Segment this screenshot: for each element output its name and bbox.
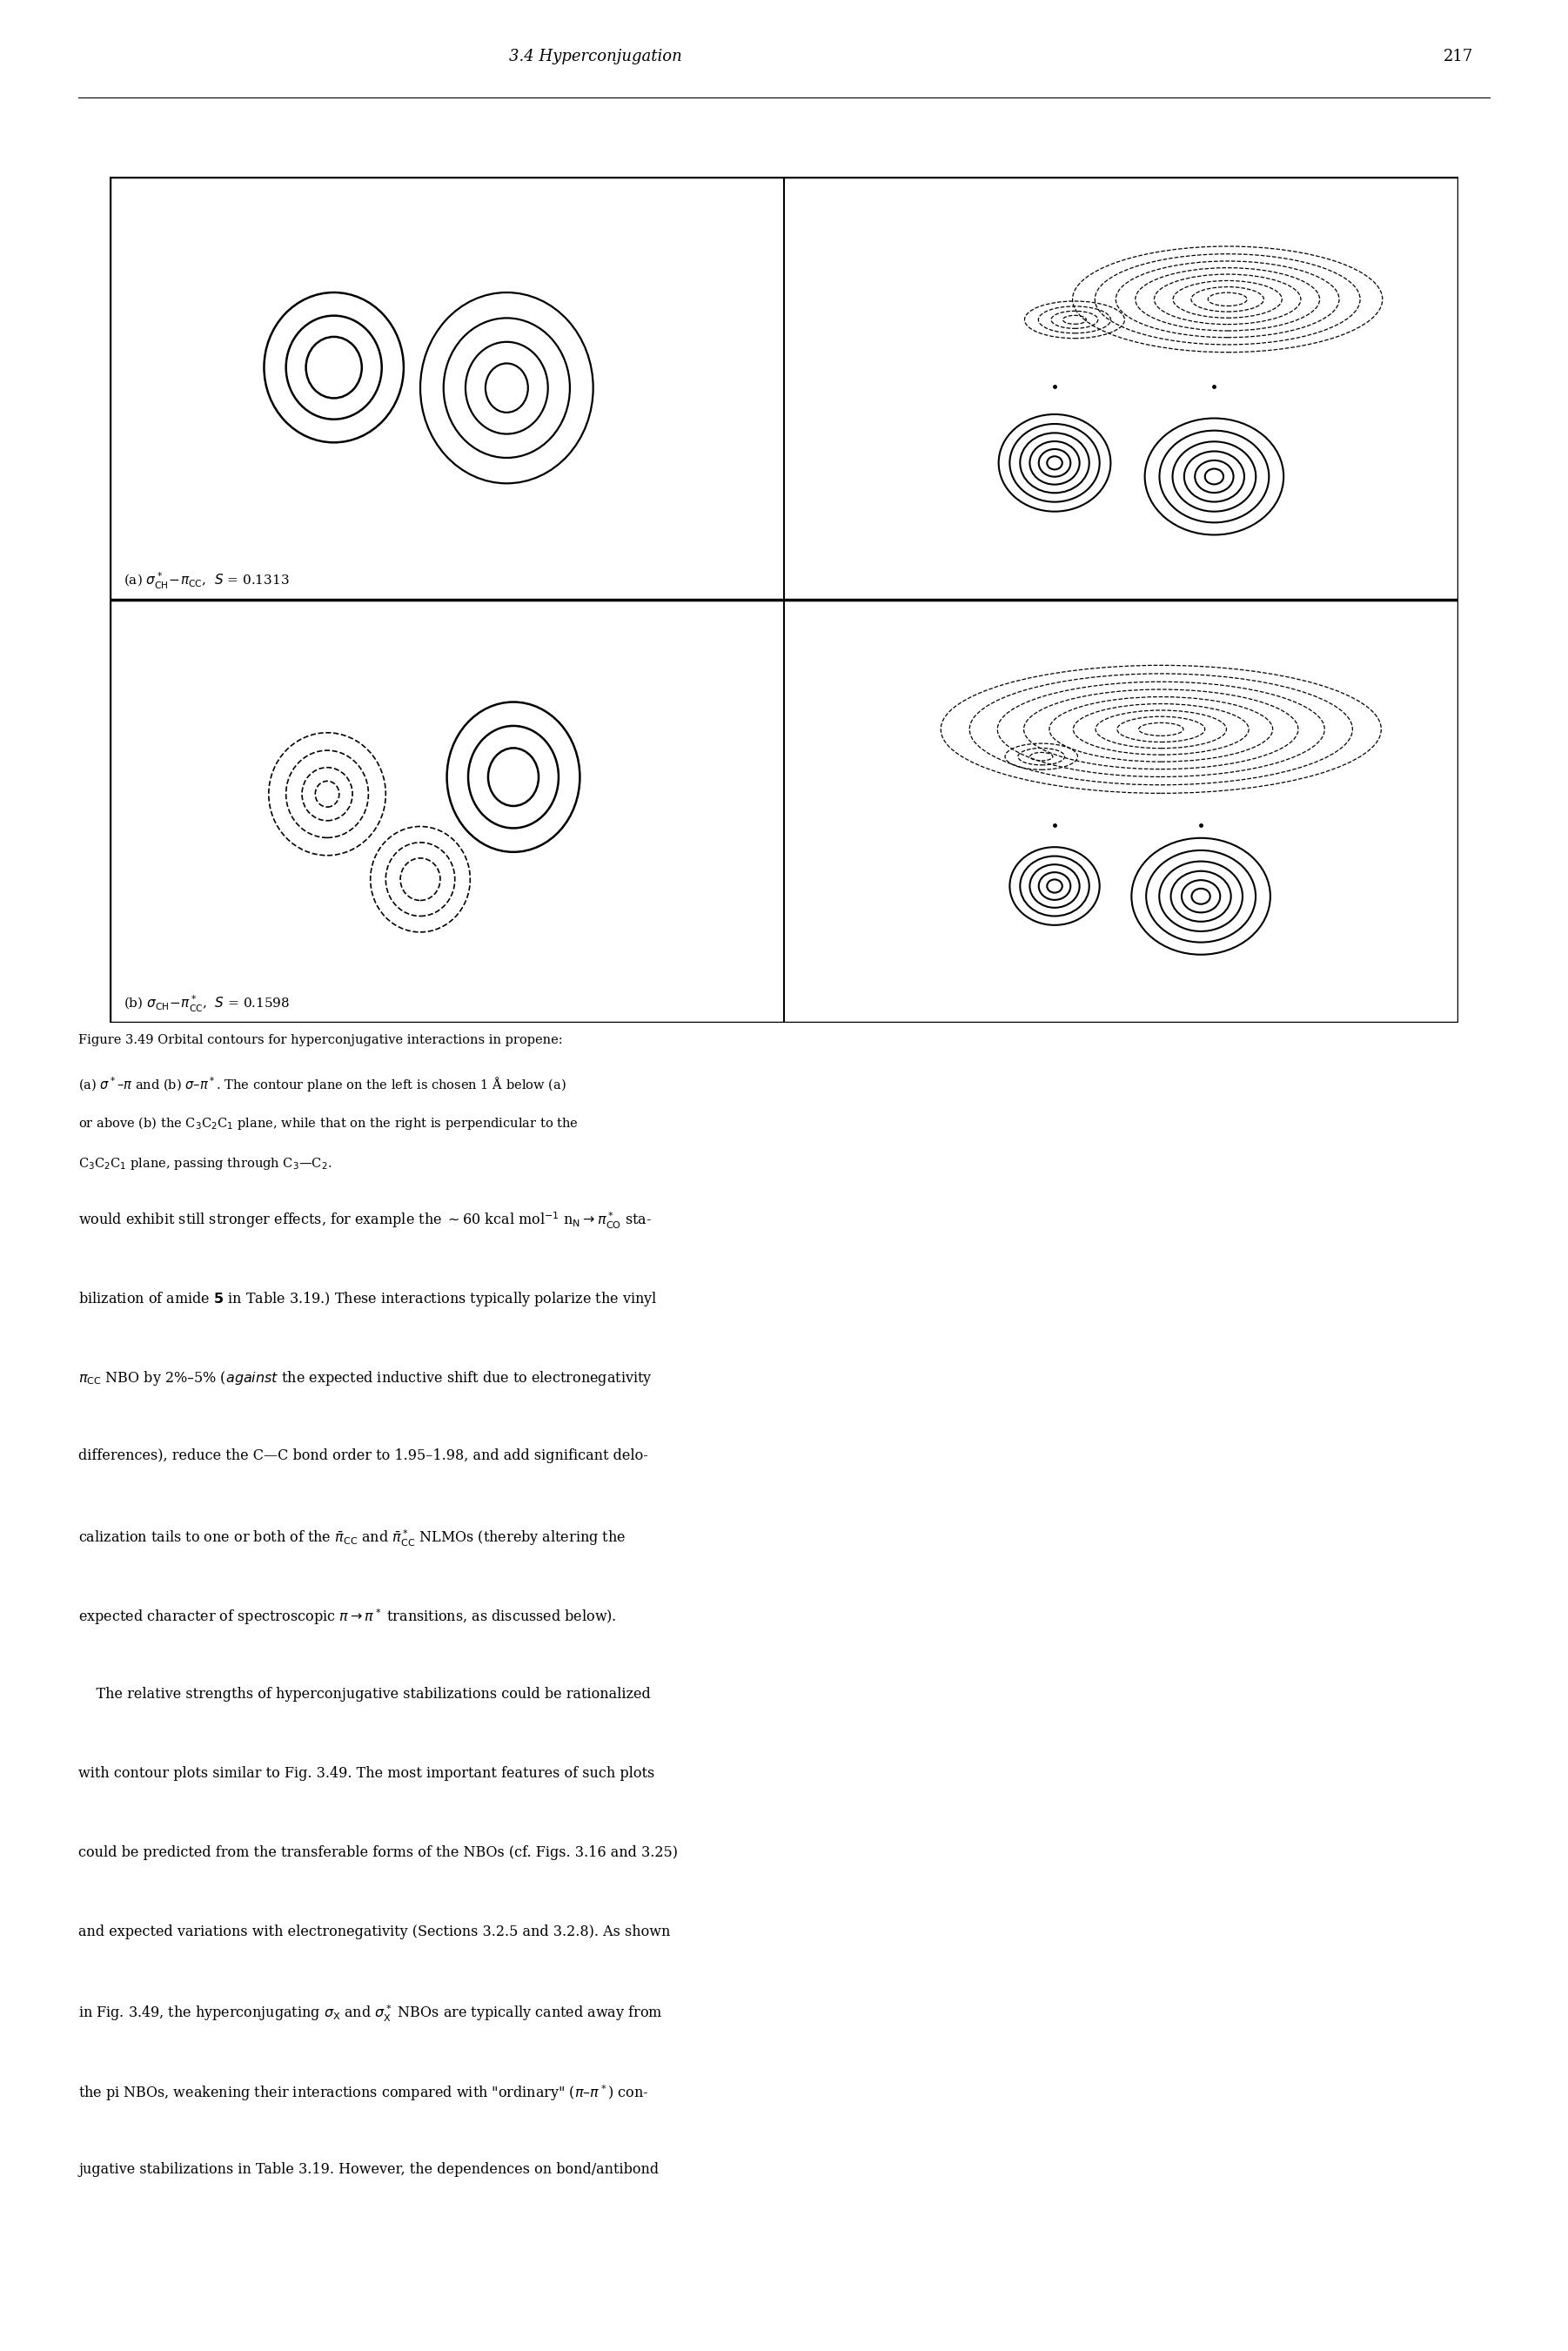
Text: expected character of spectroscopic $\pi$$\rightarrow$$\pi^*$ transitions, as di: expected character of spectroscopic $\pi… [78,1608,616,1627]
Text: jugative stabilizations in Table 3.19. However, the dependences on bond/antibond: jugative stabilizations in Table 3.19. H… [78,2163,659,2177]
Text: (a) $\sigma_{\rm CH}^*\!-\!\pi_{\rm CC}$,  $\mathit{S}$ = 0.1313: (a) $\sigma_{\rm CH}^*\!-\!\pi_{\rm CC}$… [124,571,289,590]
Text: differences), reduce the C—C bond order to 1.95–1.98, and add significant delo-: differences), reduce the C—C bond order … [78,1448,648,1462]
Text: $\pi_{\rm CC}$ NBO by 2%–5% ($\mathit{against}$ the expected inductive shift due: $\pi_{\rm CC}$ NBO by 2%–5% ($\mathit{ag… [78,1368,652,1387]
Text: in Fig. 3.49, the hyperconjugating $\sigma_{\rm X}$ and $\sigma^*_{\rm X}$ NBOs : in Fig. 3.49, the hyperconjugating $\sig… [78,2003,663,2024]
Text: Figure 3.49 Orbital contours for hyperconjugative interactions in propene:: Figure 3.49 Orbital contours for hyperco… [78,1034,563,1046]
Text: (a) $\sigma^*$–$\pi$ and (b) $\sigma$–$\pi^*$. The contour plane on the left is : (a) $\sigma^*$–$\pi$ and (b) $\sigma$–$\… [78,1074,566,1093]
Text: 3.4 Hyperconjugation: 3.4 Hyperconjugation [510,49,682,63]
Text: the pi NBOs, weakening their interactions compared with "ordinary" ($\pi$–$\pi^*: the pi NBOs, weakening their interaction… [78,2083,649,2102]
Text: would exhibit still stronger effects, for example the $\sim$60 kcal mol$^{-1}$ n: would exhibit still stronger effects, fo… [78,1211,652,1232]
Text: bilization of amide $\mathbf{5}$ in Table 3.19.) These interactions typically po: bilization of amide $\mathbf{5}$ in Tabl… [78,1291,657,1307]
Text: The relative strengths of hyperconjugative stabilizations could be rationalized: The relative strengths of hyperconjugati… [78,1686,651,1702]
Text: calization tails to one or both of the $\bar{\pi}_{\rm CC}$ and $\bar{\pi}^*_{\r: calization tails to one or both of the $… [78,1528,626,1547]
Text: 217: 217 [1443,49,1474,63]
Text: and expected variations with electronegativity (Sections 3.2.5 and 3.2.8). As sh: and expected variations with electronega… [78,1925,671,1940]
Text: (b) $\sigma_{\rm CH}\!-\!\pi_{\rm CC}^*$,  $\mathit{S}$ = 0.1598: (b) $\sigma_{\rm CH}\!-\!\pi_{\rm CC}^*$… [124,994,290,1013]
Text: or above (b) the C$_3$C$_2$C$_1$ plane, while that on the right is perpendicular: or above (b) the C$_3$C$_2$C$_1$ plane, … [78,1114,579,1131]
Text: with contour plots similar to Fig. 3.49. The most important features of such plo: with contour plots similar to Fig. 3.49.… [78,1766,655,1780]
Text: could be predicted from the transferable forms of the NBOs (cf. Figs. 3.16 and 3: could be predicted from the transferable… [78,1846,677,1860]
Text: C$_3$C$_2$C$_1$ plane, passing through C$_3$—C$_2$.: C$_3$C$_2$C$_1$ plane, passing through C… [78,1157,332,1171]
